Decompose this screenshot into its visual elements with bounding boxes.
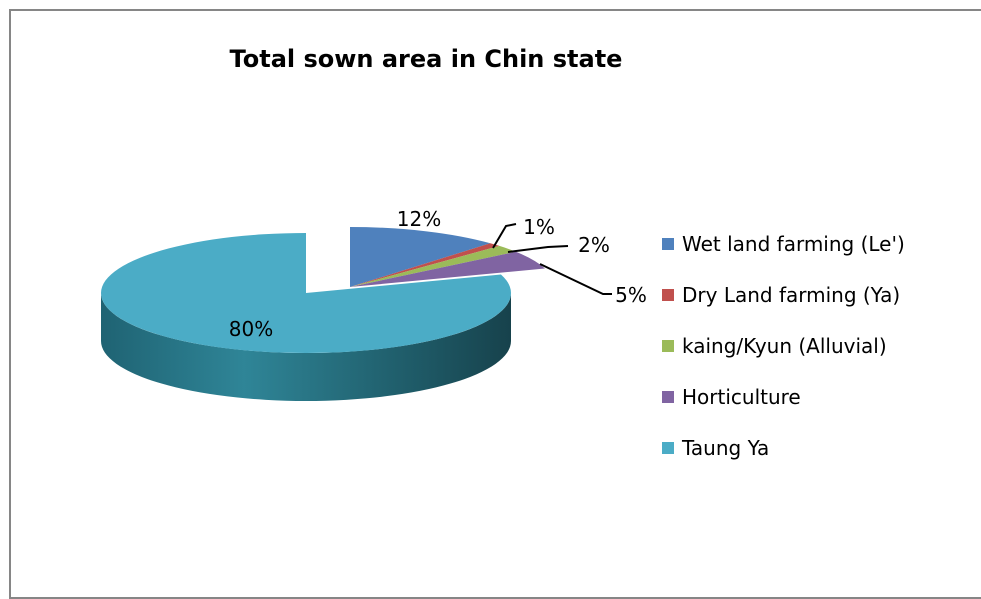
data-label: 5%	[615, 283, 647, 307]
legend-label: Taung Ya	[682, 435, 770, 460]
leader-line	[507, 245, 569, 253]
pie-slice-taung-ya	[100, 233, 511, 353]
leader-line	[492, 223, 517, 249]
data-label: 12%	[397, 207, 441, 231]
chart-title: Total sown area in Chin state	[229, 45, 623, 73]
data-label: 1%	[523, 215, 555, 239]
legend: Wet land farming (Le') Dry Land farming …	[662, 218, 905, 473]
pie-chart: 12% 1% 2% 5% 80%	[100, 207, 647, 401]
legend-label: Wet land farming (Le')	[682, 231, 905, 256]
legend-swatch	[662, 441, 674, 454]
pie-slice	[350, 243, 500, 287]
legend-item: Dry Land farming (Ya)	[662, 269, 905, 320]
legend-swatch	[662, 390, 674, 403]
legend-label: Dry Land farming (Ya)	[682, 282, 901, 307]
pie-slice-side-taung-ya	[101, 293, 511, 401]
legend-swatch	[662, 237, 674, 250]
legend-swatch	[662, 288, 674, 301]
data-label: 2%	[578, 233, 610, 257]
pie-slice	[350, 245, 516, 287]
leader-line	[539, 263, 612, 295]
legend-item: Wet land farming (Le')	[662, 218, 905, 269]
legend-label: Horticulture	[682, 384, 801, 409]
data-label: 80%	[229, 317, 273, 341]
pie-slice	[350, 227, 491, 287]
legend-item: Taung Ya	[662, 422, 905, 473]
pie-slice	[350, 251, 545, 287]
legend-item: kaing/Kyun (Alluvial)	[662, 320, 905, 371]
legend-label: kaing/Kyun (Alluvial)	[682, 333, 887, 358]
legend-swatch	[662, 339, 674, 352]
legend-item: Horticulture	[662, 371, 905, 422]
